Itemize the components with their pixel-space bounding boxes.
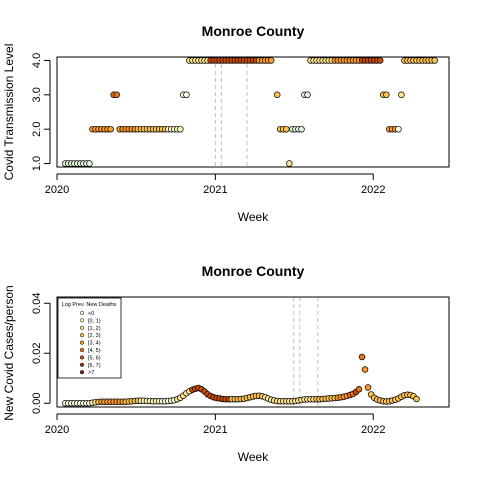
legend-entry-label: [3, 4) xyxy=(88,341,101,347)
data-point xyxy=(358,353,366,361)
legend-swatch xyxy=(79,310,85,316)
legend-swatch xyxy=(79,347,85,353)
legend-swatch xyxy=(79,340,85,345)
legend-swatch xyxy=(79,333,85,338)
data-point xyxy=(398,91,405,99)
data-point xyxy=(286,160,293,167)
y-tick-label: 3.0 xyxy=(31,87,43,102)
x-tick-label: 2020 xyxy=(45,424,69,436)
legend-entry-label: [6, 7) xyxy=(88,363,101,369)
legend: Log Prev. New Deaths <0[0, 1) [1, 2)[2, 3… xyxy=(57,297,122,379)
data-point xyxy=(304,91,311,99)
legend-swatch xyxy=(79,325,85,330)
axes-top: 2020 2021 2022 1.0 2.0 3.0 4.0 xyxy=(31,53,386,196)
legend-entry-label: [0, 1) xyxy=(88,318,101,324)
plot-frame-top xyxy=(56,56,450,168)
data-point xyxy=(273,91,281,99)
data-point xyxy=(113,91,120,99)
x-axis-label-top: Week xyxy=(238,210,269,224)
legend-box xyxy=(57,297,122,379)
data-point xyxy=(107,125,114,133)
x-tick-label: 2021 xyxy=(203,424,227,436)
y-axis-label-top: Covid Transmission Level xyxy=(2,44,16,181)
axes-bottom: 2020 2021 2022 0.00 0.02 0.04 xyxy=(31,293,386,436)
x-tick-label: 2021 xyxy=(203,184,227,196)
data-point xyxy=(395,125,402,133)
data-point xyxy=(431,57,438,64)
data-point xyxy=(364,384,372,391)
reference-lines-bottom xyxy=(293,297,319,407)
legend-swatch xyxy=(79,318,85,323)
legend-entry-label: [4, 5) xyxy=(88,348,101,354)
y-tick-label: 0.00 xyxy=(31,393,43,414)
y-tick-label: 0.02 xyxy=(31,343,43,364)
y-axis-label-bottom: New Covid Cases/person xyxy=(2,285,16,420)
data-point xyxy=(413,395,420,403)
legend-swatch xyxy=(79,370,85,375)
legend-entry-label: >7 xyxy=(88,370,94,376)
legend-entry-label: [2, 3) xyxy=(88,333,101,339)
legend-swatch xyxy=(79,362,85,367)
chart-title-top: Monroe County xyxy=(202,23,305,39)
plot-frame-bottom xyxy=(56,296,450,408)
legend-entry-label: <0 xyxy=(88,311,94,317)
x-tick-label: 2022 xyxy=(361,424,385,436)
chart-title-bottom: Monroe County xyxy=(202,263,305,279)
data-point xyxy=(361,366,369,373)
chart-transmission-level: Monroe County Week Covid Transmission Le… xyxy=(2,23,450,224)
legend-entry-label: [5, 6) xyxy=(88,355,101,361)
x-axis-label-bottom: Week xyxy=(238,450,269,464)
data-point xyxy=(376,57,384,64)
legend-entry-label: [1, 2) xyxy=(88,326,101,332)
legend-swatch xyxy=(79,355,85,360)
x-tick-label: 2020 xyxy=(45,184,69,196)
data-point xyxy=(298,125,305,133)
legend-title: Log Prev. New Deaths xyxy=(62,302,117,308)
x-tick-label: 2022 xyxy=(361,184,385,196)
data-points-bottom xyxy=(61,353,420,407)
data-point xyxy=(86,160,93,167)
y-tick-label: 1.0 xyxy=(31,156,43,171)
data-point xyxy=(267,57,275,64)
y-tick-label: 2.0 xyxy=(31,122,43,137)
legend-entries: <0[0, 1) [1, 2)[2, 3) [3, 4)[4, 5)[5, 6) [6… xyxy=(79,310,101,376)
y-tick-label: 0.04 xyxy=(31,293,43,314)
chart-new-cases: Monroe County Week New Covid Cases/perso… xyxy=(2,263,450,464)
data-point xyxy=(383,91,390,99)
data-point xyxy=(177,125,184,133)
data-point xyxy=(355,386,363,393)
data-points-top xyxy=(61,57,438,167)
data-point xyxy=(283,125,290,133)
reference-lines-top xyxy=(214,57,248,167)
y-tick-label: 4.0 xyxy=(31,53,43,68)
data-point xyxy=(183,91,190,99)
